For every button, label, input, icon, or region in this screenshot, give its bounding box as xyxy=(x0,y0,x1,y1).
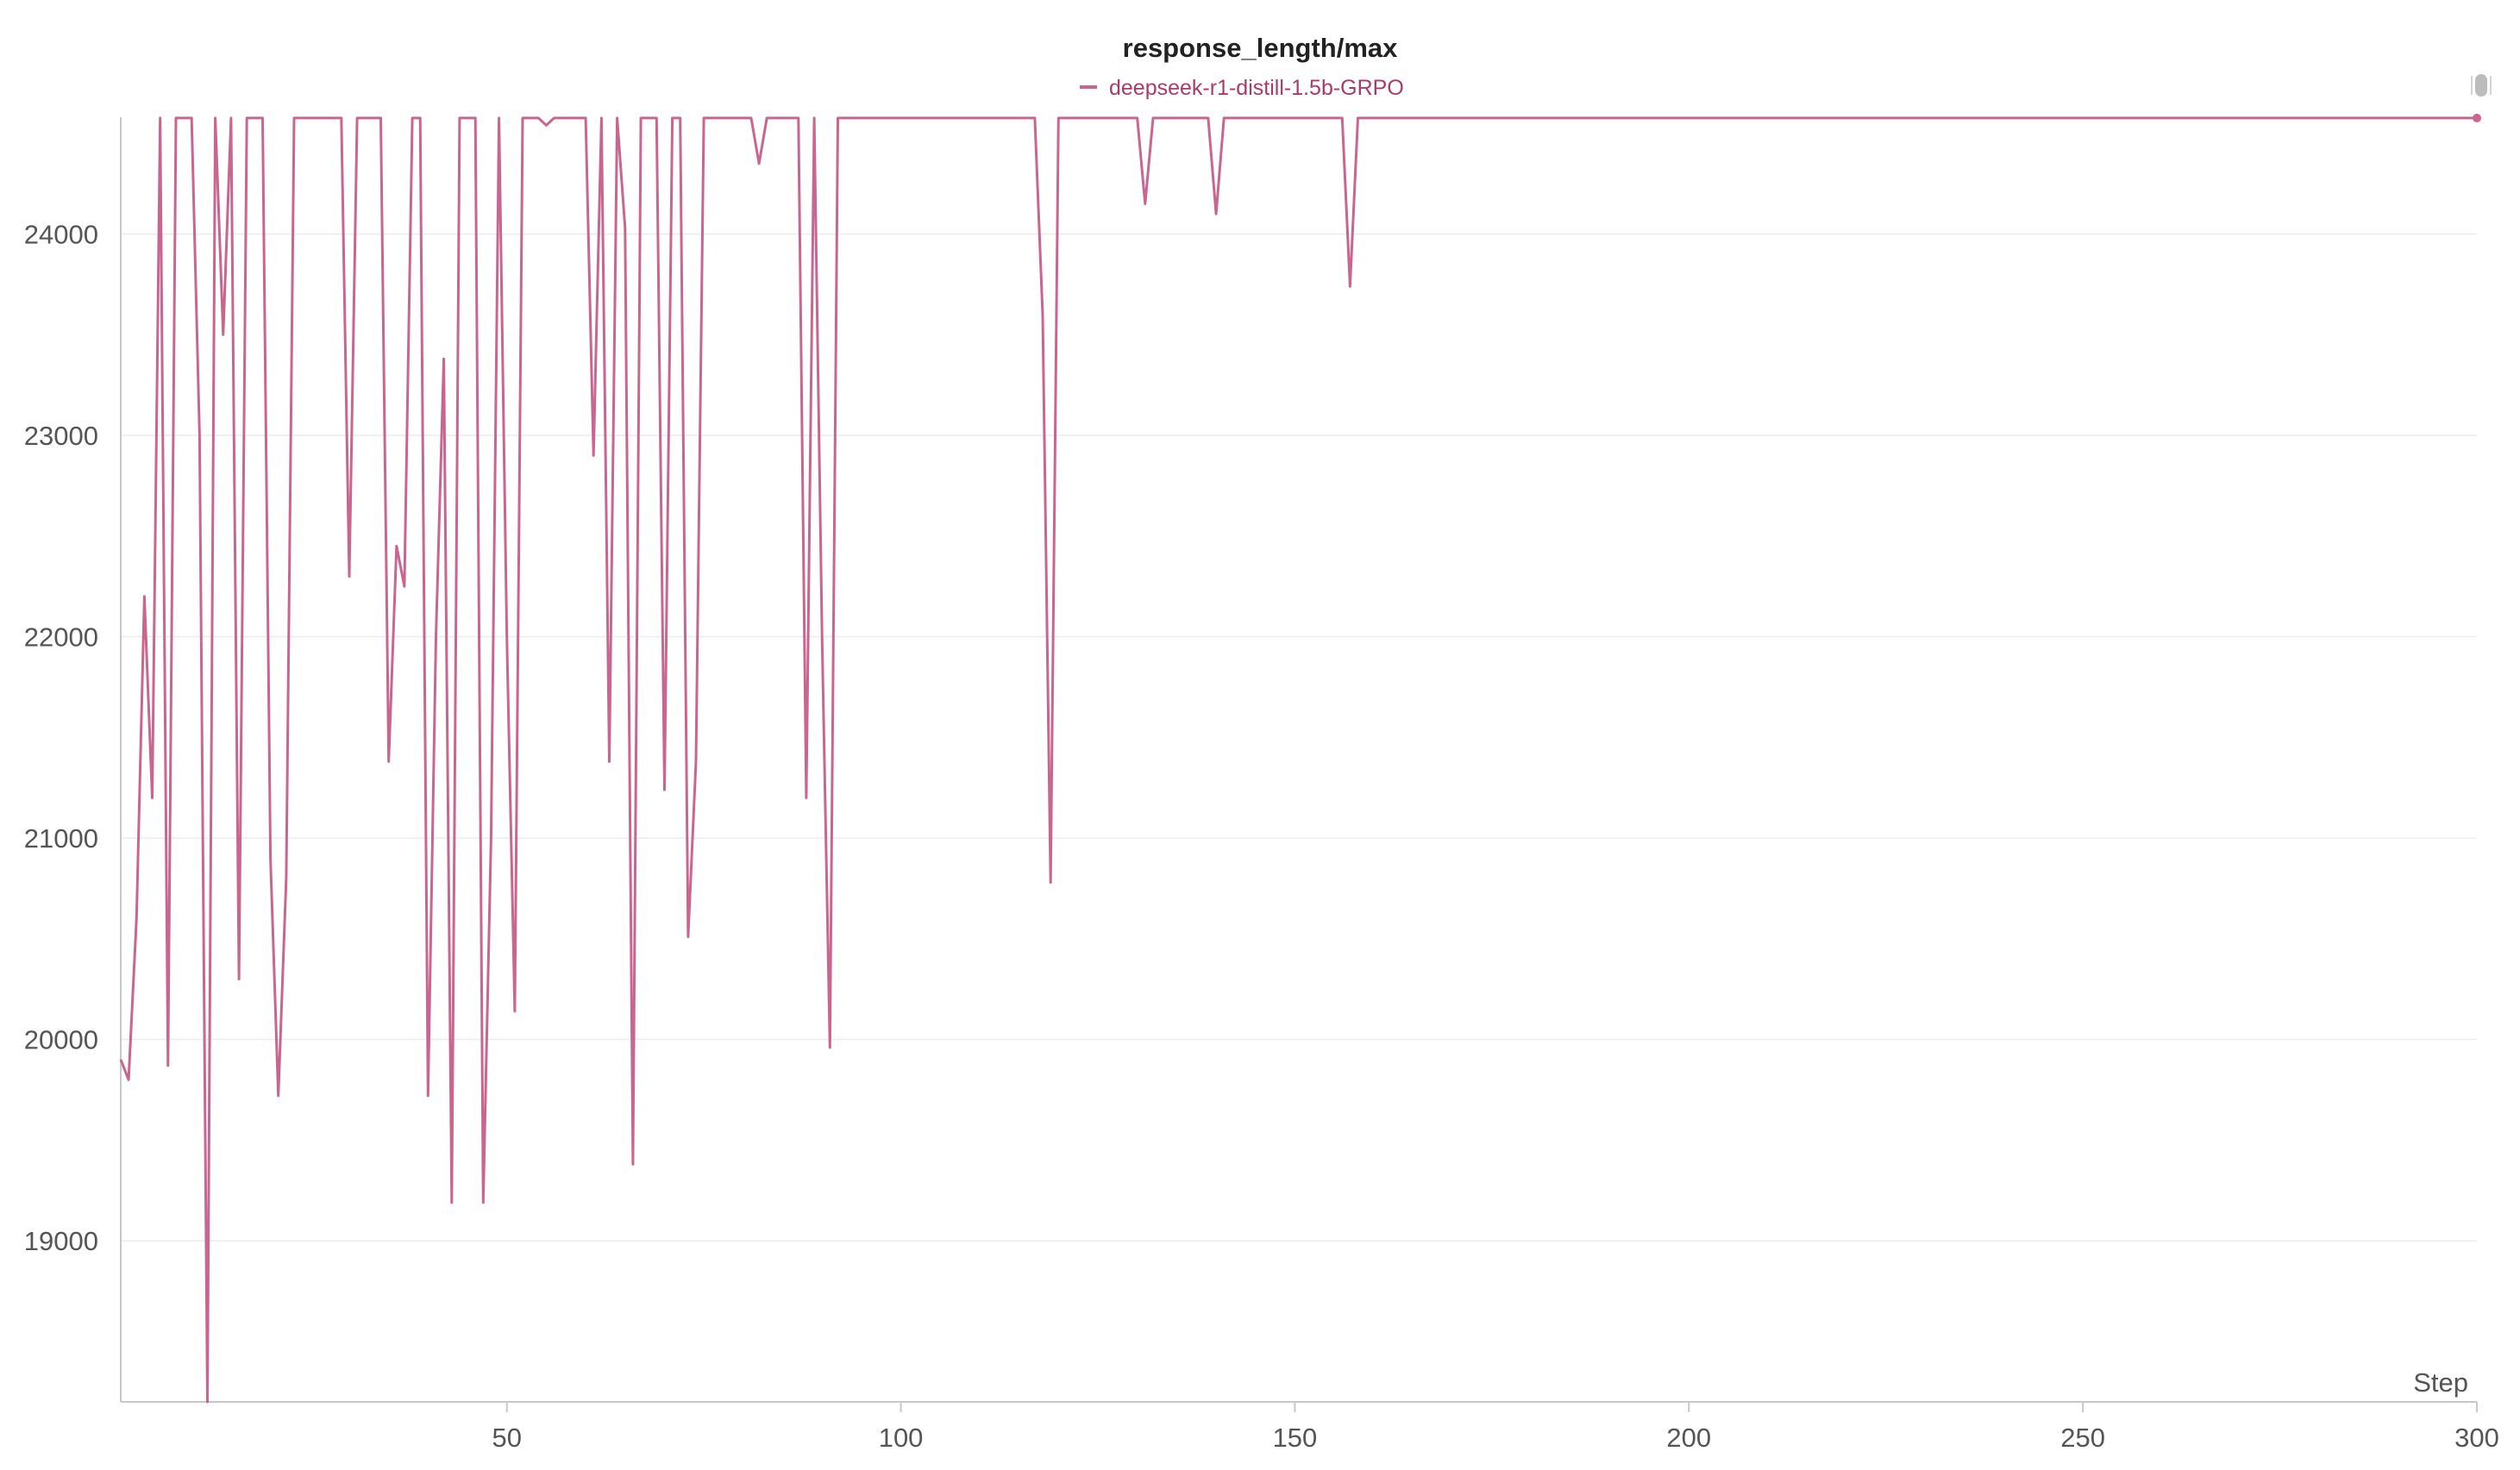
legend[interactable]: deepseek-r1-distill-1.5b-GRPO xyxy=(1080,76,1404,100)
zoom-handle[interactable] xyxy=(2471,74,2492,97)
y-tick-label: 21000 xyxy=(24,823,98,854)
y-tick-label: 23000 xyxy=(24,421,98,451)
series-end-point xyxy=(2473,113,2481,122)
ticks-layer: 19000 20000 21000 22000 23000 24000 50 100 150 20… xyxy=(24,219,2499,1453)
x-tick-label: 100 xyxy=(879,1423,924,1453)
series-layer xyxy=(119,113,2481,1404)
x-tick-label: 250 xyxy=(2060,1423,2105,1453)
zoom-handle-knob[interactable] xyxy=(2475,74,2487,97)
x-axis-label: Step xyxy=(2413,1367,2468,1398)
series-line xyxy=(119,116,2477,1404)
x-tick-label: 150 xyxy=(1273,1423,1318,1453)
chart-title: response_length/max xyxy=(1123,33,1398,63)
grid-layer xyxy=(121,233,2477,1242)
x-tick-label: 50 xyxy=(492,1423,521,1453)
y-tick-label: 19000 xyxy=(24,1226,98,1256)
axes-layer xyxy=(120,117,2477,1403)
y-tick-label: 24000 xyxy=(24,219,98,249)
y-tick-label: 20000 xyxy=(24,1025,98,1055)
x-tick-label: 300 xyxy=(2454,1423,2499,1453)
y-tick-label: 22000 xyxy=(24,622,98,653)
x-tick-label: 200 xyxy=(1666,1423,1711,1453)
legend-label: deepseek-r1-distill-1.5b-GRPO xyxy=(1109,76,1404,100)
